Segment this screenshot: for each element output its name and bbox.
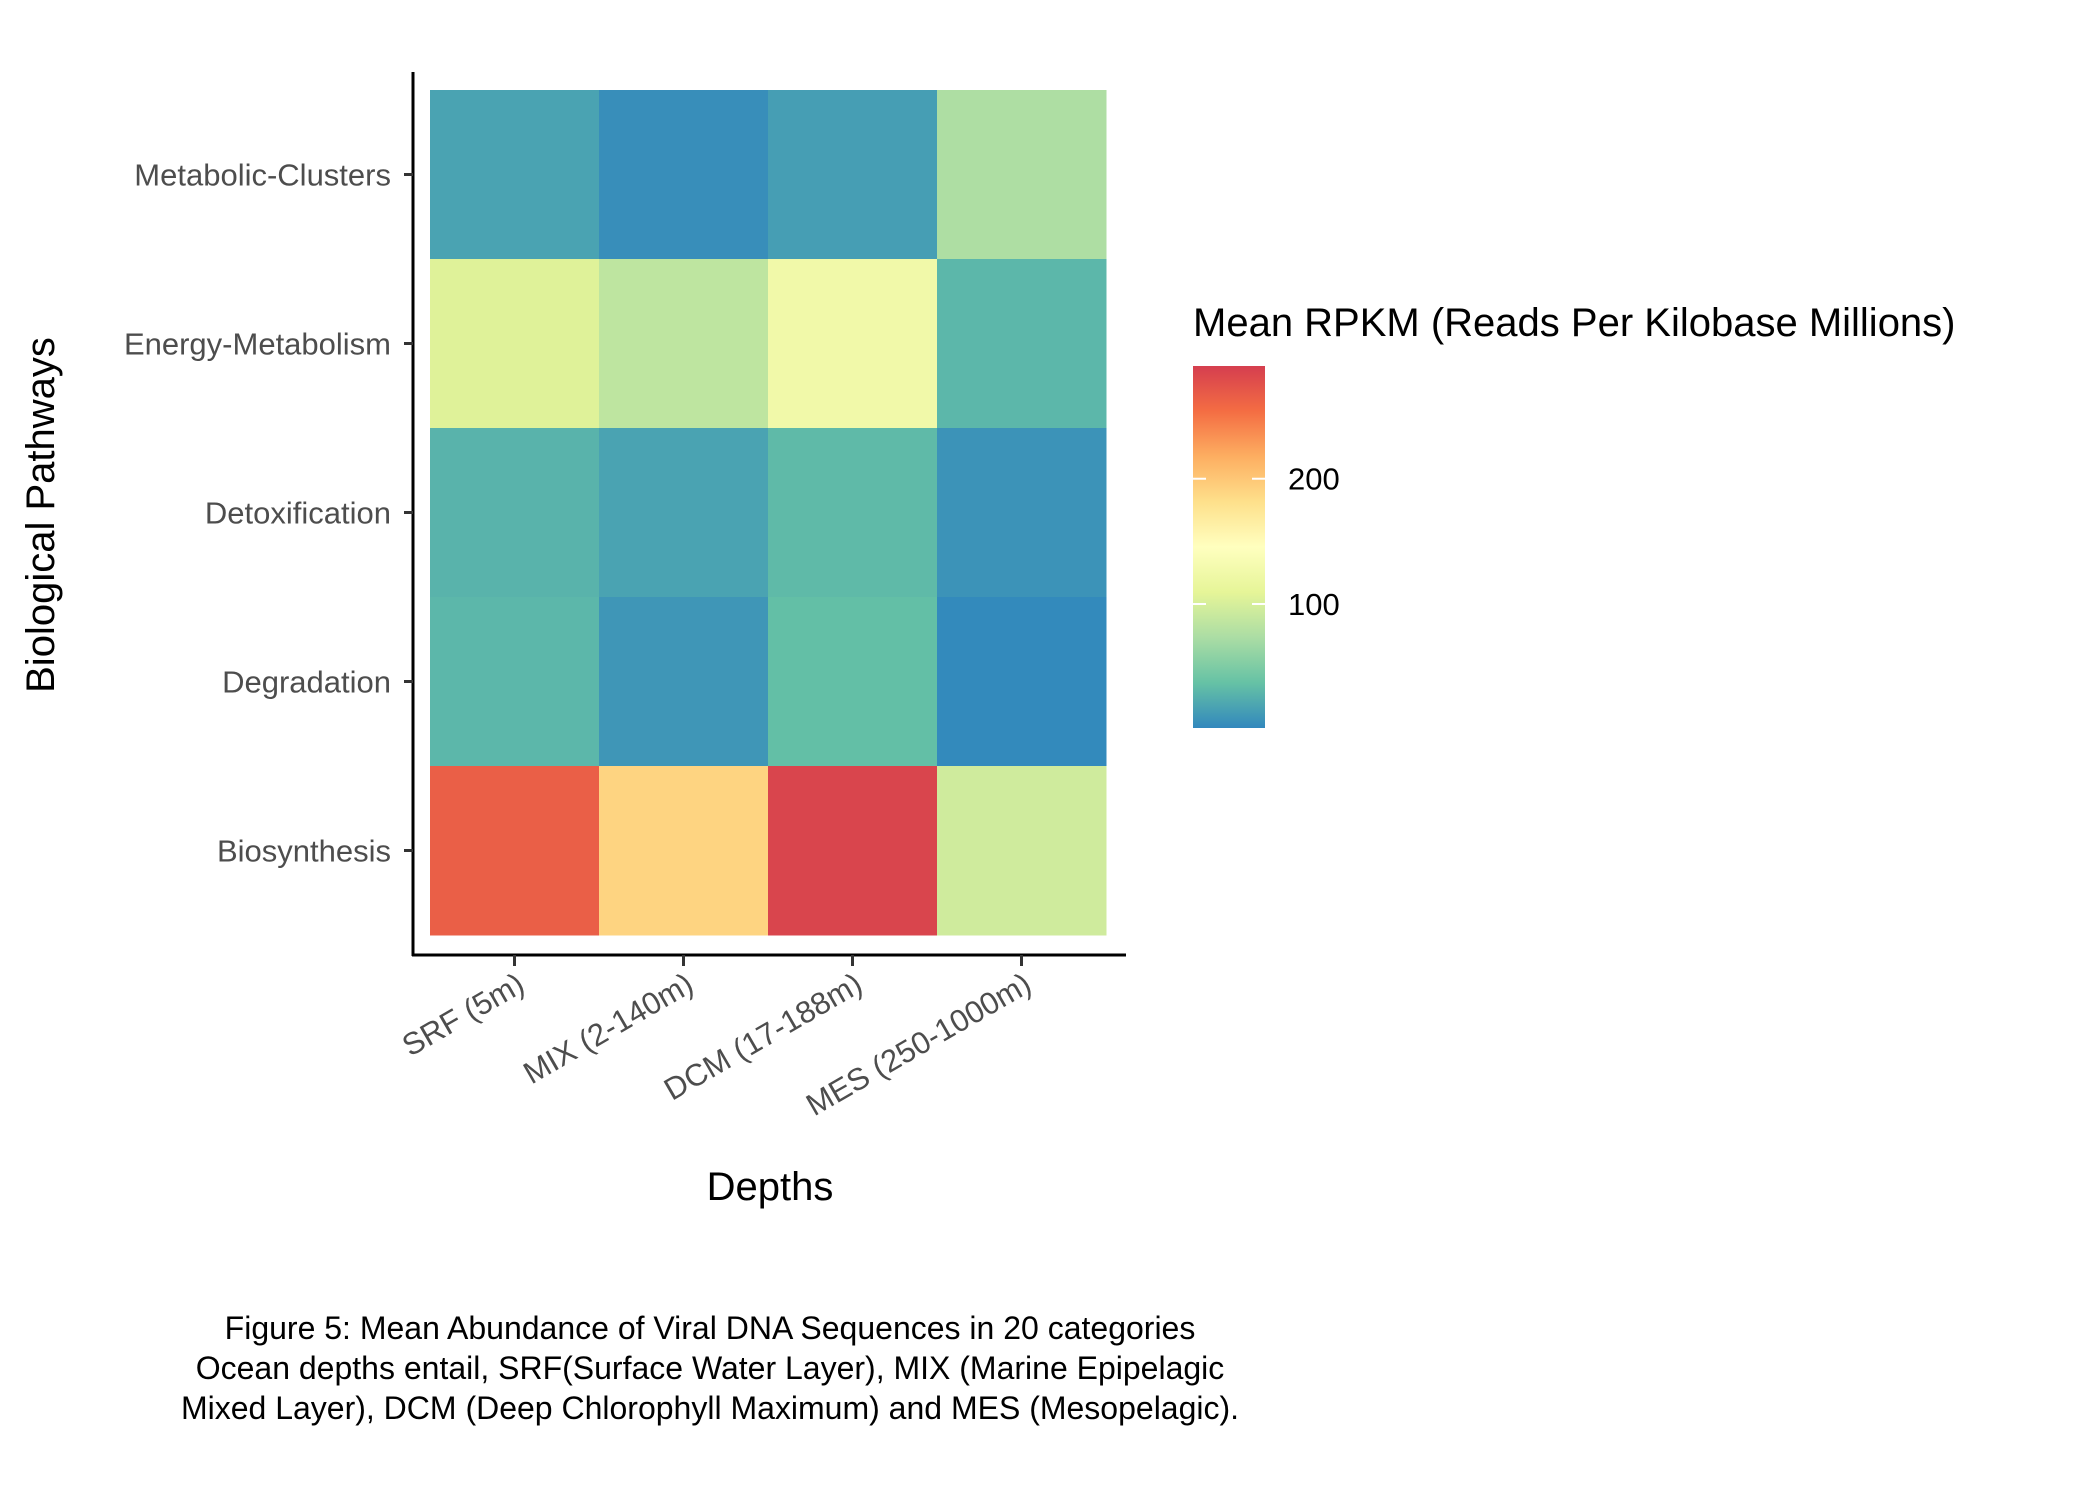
caption-line-2: Ocean depths entail, SRF(Surface Water L… bbox=[195, 1350, 1225, 1386]
heatmap-cell bbox=[430, 428, 600, 598]
y-tick-label: Detoxification bbox=[205, 496, 391, 531]
color-legend: Mean RPKM (Reads Per Kilobase Millions) … bbox=[1193, 301, 1956, 728]
y-axis-title: Biological Pathways bbox=[19, 337, 63, 693]
heatmap-cells bbox=[430, 90, 1107, 936]
heatmap-cell bbox=[430, 90, 600, 260]
heatmap-cell bbox=[768, 90, 938, 260]
heatmap-cell bbox=[768, 597, 938, 767]
x-tick-label: SRF (5m) bbox=[396, 966, 530, 1063]
heatmap-cell bbox=[937, 766, 1107, 936]
y-tick-label: Biosynthesis bbox=[217, 834, 391, 869]
x-axis-title: Depths bbox=[707, 1165, 834, 1209]
legend-title: Mean RPKM (Reads Per Kilobase Millions) bbox=[1193, 301, 1956, 345]
y-tick-label: Energy-Metabolism bbox=[124, 327, 391, 362]
legend-colorbar bbox=[1193, 366, 1265, 728]
heatmap-cell bbox=[937, 597, 1107, 767]
heatmap-cell bbox=[937, 90, 1107, 260]
heatmap-cell bbox=[599, 766, 769, 936]
heatmap-cell bbox=[599, 259, 769, 429]
x-axis-ticks: SRF (5m)MIX (2-140m)DCM (17-188m)MES (25… bbox=[396, 955, 1037, 1123]
heatmap-cell bbox=[768, 766, 938, 936]
legend-tick-label: 200 bbox=[1288, 462, 1340, 497]
heatmap-cell bbox=[430, 766, 600, 936]
caption-line-1: Figure 5: Mean Abundance of Viral DNA Se… bbox=[224, 1310, 1196, 1346]
heatmap-cell bbox=[768, 428, 938, 598]
heatmap-cell bbox=[599, 428, 769, 598]
heatmap-cell bbox=[430, 597, 600, 767]
heatmap-cell bbox=[937, 259, 1107, 429]
caption-line-3: Mixed Layer), DCM (Deep Chlorophyll Maxi… bbox=[180, 1390, 1240, 1426]
heatmap-cell bbox=[768, 259, 938, 429]
heatmap-cell bbox=[430, 259, 600, 429]
legend-ticks: 100 200 bbox=[1193, 462, 1340, 622]
heatmap-cell bbox=[937, 428, 1107, 598]
y-tick-label: Degradation bbox=[222, 665, 391, 700]
y-axis-ticks: Metabolic-Clusters Energy-Metabolism Detox… bbox=[124, 158, 413, 869]
heatmap-cell bbox=[599, 597, 769, 767]
heatmap-cell bbox=[599, 90, 769, 260]
legend-tick-label: 100 bbox=[1288, 587, 1340, 622]
y-tick-label: Metabolic-Clusters bbox=[134, 158, 391, 193]
figure-caption: Figure 5: Mean Abundance of Viral DNA Se… bbox=[0, 1308, 1420, 1428]
